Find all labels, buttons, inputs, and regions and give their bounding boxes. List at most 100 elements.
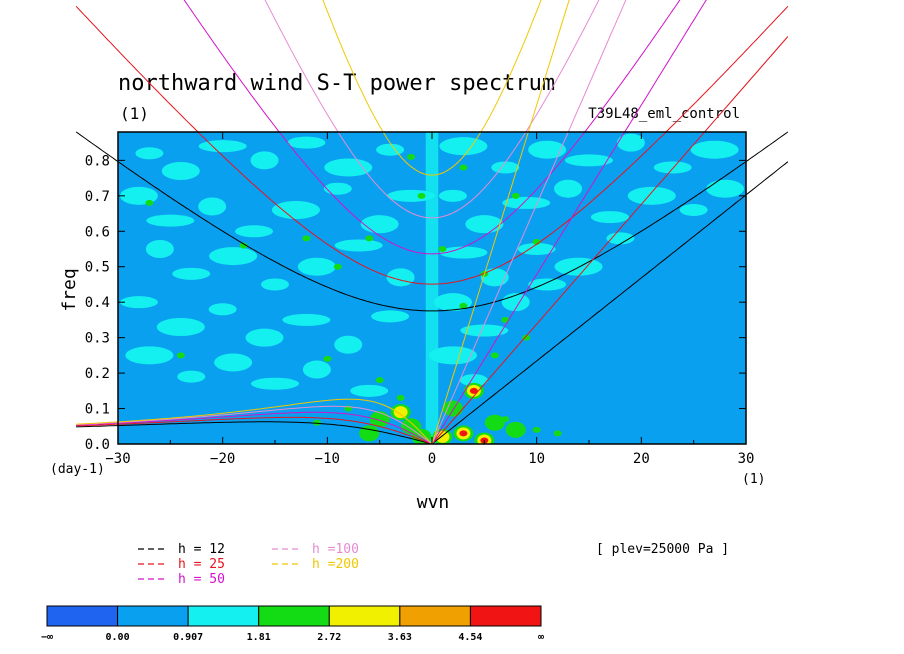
y-unit-label: (day-1) (50, 462, 105, 477)
spectrum-patch (146, 214, 195, 227)
colorbar-label: 2.72 (317, 632, 341, 643)
colorbar-label: ∞ (538, 632, 544, 643)
dispersion-ig-h50 (183, 0, 681, 255)
spectrum-peak-low (239, 242, 248, 249)
dispersion-rossby-h25 (76, 416, 433, 444)
spectrum-patch (198, 197, 227, 216)
colorbar-label: −∞ (41, 632, 53, 643)
spectrum-patch (371, 310, 410, 323)
spectrum-peak-low (145, 199, 154, 206)
spectrum-peak-low (407, 153, 416, 160)
dispersion-rossby-h200 (76, 398, 433, 444)
spectrum-patch (439, 246, 488, 259)
spectrum-patch (250, 151, 279, 170)
spectrum-patch (119, 296, 158, 309)
dispersion-rossby-h12 (76, 421, 433, 444)
spectrum-patch (334, 335, 363, 354)
spectrum-peak-low (302, 235, 311, 242)
spectrum-peak-core (511, 426, 520, 433)
spectrum-patch (271, 201, 320, 219)
y-axis-label: freq (59, 268, 80, 311)
dispersion-ig-h100 (264, 0, 600, 219)
dispersion-ig-h200 (322, 0, 542, 176)
colorbar-label: 0.907 (173, 632, 203, 643)
spectrum-patch (554, 179, 583, 198)
colorbar-label: 4.54 (458, 632, 482, 643)
spectrum-patch (517, 243, 556, 255)
legend-label-h25: h = 25 (178, 557, 225, 572)
spectrum-patch (172, 267, 211, 280)
spectrum-patch (350, 384, 389, 397)
legend-label-h100: h =100 (312, 542, 359, 557)
spectrum-patch (690, 140, 739, 159)
x-axis-label: wvn (417, 492, 450, 513)
spectrum-peak-low (553, 430, 562, 437)
spectrum-patch (135, 147, 164, 160)
spectrum-patch (376, 143, 405, 156)
y-tick-label: 0.2 (85, 366, 110, 382)
colorbar-label: 3.63 (388, 632, 412, 643)
dispersion-ig-h12 (75, 131, 789, 312)
spectrum-patch (679, 204, 708, 216)
spectrum-patch (198, 140, 247, 153)
spectrum-patch (606, 232, 635, 245)
spectrum-patch (214, 353, 253, 372)
chart-title: northward wind S-T power spectrum (118, 71, 555, 96)
y-tick-label: 0.5 (85, 260, 110, 276)
spectrum-patch (528, 278, 567, 291)
dispersion-kelvin-h200 (431, 0, 570, 444)
plot-area (75, 0, 789, 445)
spectrum-patch (156, 318, 205, 336)
x-tick-label: −30 (105, 451, 130, 467)
spectrum-patch (208, 303, 237, 316)
spectrum-peak-low (375, 377, 384, 384)
colorbar-swatch (469, 605, 542, 627)
spectrum-peak-core (459, 430, 468, 437)
spectrum-peak-low (417, 192, 426, 199)
spectrum-patch (460, 324, 509, 337)
spectrum-patch (565, 154, 613, 167)
legend-label-h200: h =200 (312, 557, 359, 572)
spectrum-patch (439, 137, 488, 156)
dispersion-ig-h25 (75, 5, 789, 285)
y-tick-label: 0.8 (85, 153, 110, 169)
spectrum-patch (282, 313, 331, 326)
spectrum-patch (428, 346, 477, 365)
spectrum-patch (125, 346, 174, 365)
spectrum-peak-low (176, 352, 185, 359)
spectrum-patch (323, 182, 352, 195)
spectrum-peak-core (469, 387, 478, 394)
dispersion-kelvin-h12 (431, 161, 789, 444)
chart-subtitle-left: (1) (120, 104, 149, 123)
x-tick-label: 0 (428, 451, 436, 467)
spectrum-peak-core (438, 433, 447, 440)
colorbar-label: 1.81 (247, 632, 271, 643)
spectrum-patch (287, 136, 326, 149)
spectrum-peak-low (459, 302, 468, 309)
x-tick-label: 20 (633, 451, 650, 467)
spectrum-patch (297, 257, 336, 276)
colorbar-swatch (328, 605, 401, 627)
spectrum-patch (245, 328, 284, 347)
spectrum-patch (590, 211, 629, 224)
spectrum-patch (324, 158, 373, 177)
y-tick-label: 0.1 (85, 402, 110, 418)
spectrum-peak-low (532, 426, 541, 433)
x-tick-label: −20 (210, 451, 235, 467)
spectrum-peak-core (490, 419, 499, 426)
x-tick-label: −10 (315, 451, 340, 467)
spectrum-peak-low (438, 246, 447, 252)
dispersion-kelvin-h25 (431, 36, 789, 444)
x-unit-label: (1) (742, 472, 765, 487)
spectrum-peak-low (333, 263, 342, 270)
colorbar-swatch (46, 605, 119, 627)
y-tick-label: 0.0 (85, 437, 110, 453)
spectrum-patch (706, 179, 745, 198)
dispersion-rossby-h100 (76, 405, 433, 444)
y-tick-label: 0.7 (85, 189, 110, 205)
spectrum-patch (302, 360, 331, 379)
chart-subtitle-right: T39L48_eml_control (588, 106, 740, 122)
dispersion-kelvin-h100 (431, 0, 627, 444)
legend-label-h50: h = 50 (178, 572, 225, 587)
